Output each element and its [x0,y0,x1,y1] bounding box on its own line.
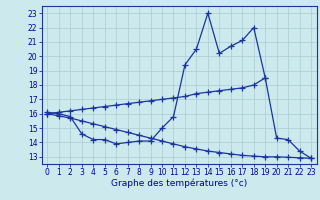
X-axis label: Graphe des températures (°c): Graphe des températures (°c) [111,179,247,188]
